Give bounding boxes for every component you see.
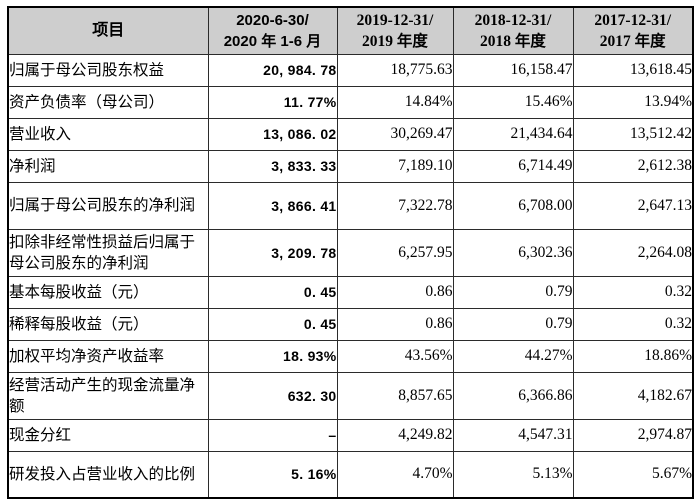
row-label: 经营活动产生的现金流量净额 — [7, 371, 209, 420]
cell-value: 13,618.45 — [572, 53, 694, 87]
cell-value: – — [207, 418, 338, 452]
cell-value: 2,264.08 — [572, 228, 694, 277]
row-label: 资产负债率（母公司） — [7, 85, 209, 119]
cell-value: 11. 77% — [207, 85, 338, 119]
row-label: 净利润 — [7, 149, 209, 183]
row-label: 稀释每股收益（元） — [7, 307, 209, 341]
table-row: 现金分红 – 4,249.82 4,547.31 2,974.87 — [7, 418, 694, 452]
cell-value: 2,974.87 — [572, 418, 694, 452]
header-period-2017: 2017-12-31/ 2017 年度 — [572, 6, 694, 55]
cell-value: 0. 45 — [207, 307, 338, 341]
cell-value: 6,366.86 — [452, 371, 574, 420]
cell-value: 21,434.64 — [452, 117, 574, 151]
table-row: 加权平均净资产收益率 18. 93% 43.56% 44.27% 18.86% — [7, 339, 694, 373]
cell-value: 2,612.38 — [572, 149, 694, 183]
header-period-2019-date: 2019-12-31/ — [356, 11, 434, 29]
cell-value: 30,269.47 — [336, 117, 454, 151]
header-period-2018: 2018-12-31/ 2018 年度 — [452, 6, 574, 55]
cell-value: 4,182.67 — [572, 371, 694, 420]
header-period-2018-date: 2018-12-31/ — [474, 11, 552, 29]
cell-value: 18,775.63 — [336, 53, 454, 87]
cell-value: 6,257.95 — [336, 228, 454, 277]
header-period-2019: 2019-12-31/ 2019 年度 — [336, 6, 454, 55]
cell-value: 8,857.65 — [336, 371, 454, 420]
cell-value: 43.56% — [336, 339, 454, 373]
table-row: 经营活动产生的现金流量净额 632. 30 8,857.65 6,366.86 … — [7, 371, 694, 420]
cell-value: 18.86% — [572, 339, 694, 373]
row-label: 归属于母公司股东权益 — [7, 53, 209, 87]
cell-value: 632. 30 — [207, 371, 338, 420]
cell-value: 15.46% — [452, 85, 574, 119]
financial-summary-table: 项目 2020-6-30/ 2020 年 1-6 月 2019-12-31/ 2… — [7, 6, 694, 499]
cell-value: 6,714.49 — [452, 149, 574, 183]
cell-value: 13.94% — [572, 85, 694, 119]
table-row: 研发投入占营业收入的比例 5. 16% 4.70% 5.13% 5.67% — [7, 450, 694, 499]
cell-value: 5.67% — [572, 450, 694, 499]
table-row: 稀释每股收益（元） 0. 45 0.86 0.79 0.32 — [7, 307, 694, 341]
cell-value: 7,322.78 — [336, 181, 454, 230]
table-row: 基本每股收益（元） 0. 45 0.86 0.79 0.32 — [7, 275, 694, 309]
row-label: 营业收入 — [7, 117, 209, 151]
cell-value: 7,189.10 — [336, 149, 454, 183]
header-period-2018-range: 2018 年度 — [480, 32, 546, 50]
cell-value: 0.79 — [452, 307, 574, 341]
cell-value: 16,158.47 — [452, 53, 574, 87]
cell-value: 0. 45 — [207, 275, 338, 309]
cell-value: 3, 833. 33 — [207, 149, 338, 183]
row-label: 归属于母公司股东的净利润 — [7, 181, 209, 230]
header-period-2017-range: 2017 年度 — [599, 32, 666, 50]
cell-value: 14.84% — [336, 85, 454, 119]
cell-value: 13,512.42 — [572, 117, 694, 151]
cell-value: 13, 086. 02 — [207, 117, 338, 151]
header-period-2020: 2020-6-30/ 2020 年 1-6 月 — [207, 6, 338, 55]
table-row: 扣除非经常性损益后归属于母公司股东的净利润 3, 209. 78 6,257.9… — [7, 228, 694, 277]
header-row: 项目 2020-6-30/ 2020 年 1-6 月 2019-12-31/ 2… — [7, 6, 694, 55]
cell-value: 44.27% — [452, 339, 574, 373]
table-row: 归属于母公司股东的净利润 3, 866. 41 7,322.78 6,708.0… — [7, 181, 694, 230]
cell-value: 5. 16% — [207, 450, 338, 499]
cell-value: 4.70% — [336, 450, 454, 499]
cell-value: 3, 866. 41 — [207, 181, 338, 230]
cell-value: 18. 93% — [207, 339, 338, 373]
row-label: 基本每股收益（元） — [7, 275, 209, 309]
cell-value: 0.32 — [572, 307, 694, 341]
cell-value: 0.86 — [336, 275, 454, 309]
cell-value: 6,708.00 — [452, 181, 574, 230]
cell-value: 20, 984. 78 — [207, 53, 338, 87]
row-label: 扣除非经常性损益后归属于母公司股东的净利润 — [7, 228, 209, 277]
header-period-2020-range: 2020 年 1-6 月 — [223, 32, 322, 50]
table-row: 归属于母公司股东权益 20, 984. 78 18,775.63 16,158.… — [7, 53, 694, 87]
cell-value: 0.86 — [336, 307, 454, 341]
cell-value: 6,302.36 — [452, 228, 574, 277]
cell-value: 5.13% — [452, 450, 574, 499]
cell-value: 4,249.82 — [336, 418, 454, 452]
header-period-2017-date: 2017-12-31/ — [594, 11, 672, 29]
header-item: 项目 — [7, 6, 209, 55]
cell-value: 3, 209. 78 — [207, 228, 338, 277]
cell-value: 0.79 — [452, 275, 574, 309]
table-row: 净利润 3, 833. 33 7,189.10 6,714.49 2,612.3… — [7, 149, 694, 183]
table-row: 营业收入 13, 086. 02 30,269.47 21,434.64 13,… — [7, 117, 694, 151]
cell-value: 4,547.31 — [452, 418, 574, 452]
row-label: 现金分红 — [7, 418, 209, 452]
header-period-2020-date: 2020-6-30/ — [236, 11, 309, 29]
row-label: 加权平均净资产收益率 — [7, 339, 209, 373]
cell-value: 2,647.13 — [572, 181, 694, 230]
cell-value: 0.32 — [572, 275, 694, 309]
table-row: 资产负债率（母公司） 11. 77% 14.84% 15.46% 13.94% — [7, 85, 694, 119]
header-period-2019-range: 2019 年度 — [362, 32, 428, 50]
row-label: 研发投入占营业收入的比例 — [7, 450, 209, 499]
